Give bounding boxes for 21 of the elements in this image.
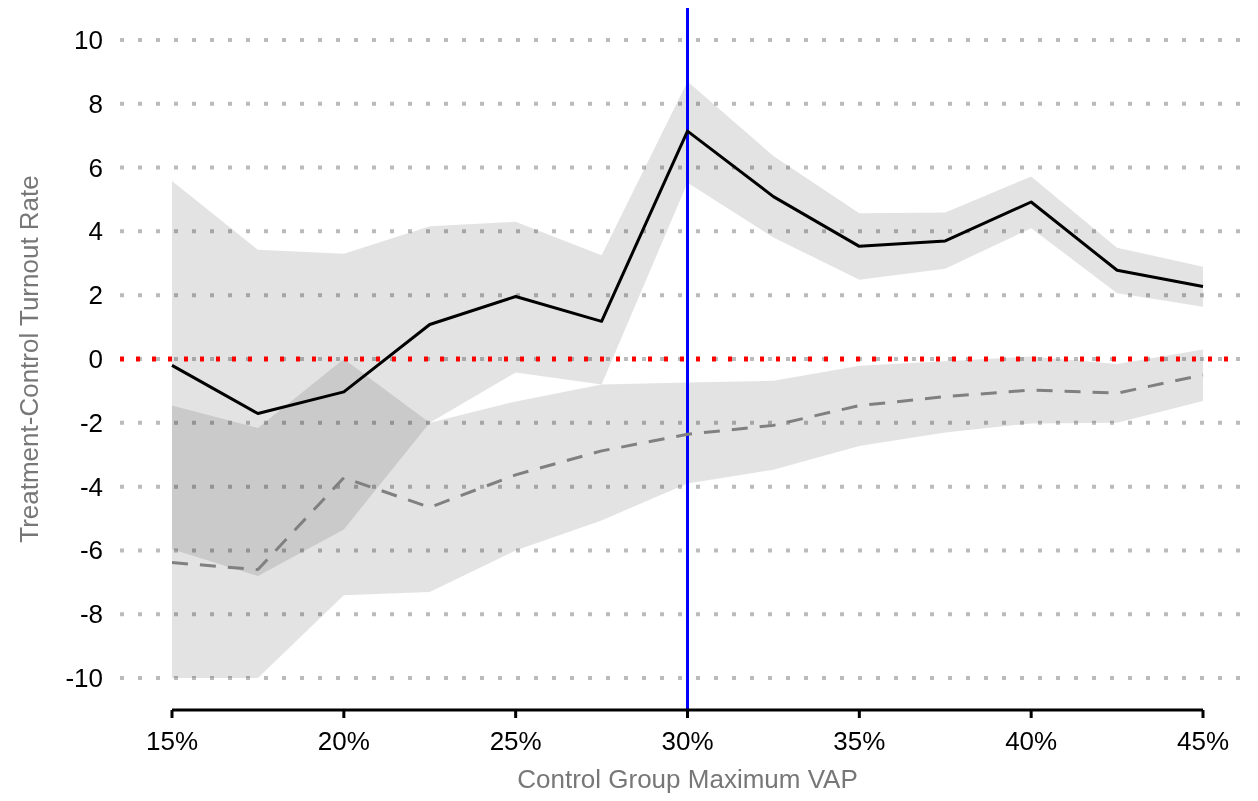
y-tick-label: -8 — [79, 599, 103, 630]
x-tick-label: 30% — [661, 726, 714, 756]
x-tick-label: 35% — [833, 726, 886, 756]
x-tick-label: 40% — [1005, 726, 1058, 756]
line-series — [170, 129, 1205, 416]
x-tick-label: 20% — [317, 726, 370, 756]
y-tick-label: 10 — [74, 24, 103, 55]
y-tick-label: -4 — [79, 471, 103, 502]
y-tick-label: -10 — [65, 663, 103, 694]
x-tick-label: 25% — [489, 726, 542, 756]
y-tick-label: -2 — [79, 407, 103, 438]
y-tick-label: 8 — [88, 88, 103, 119]
y-tick-label: 2 — [88, 280, 103, 311]
y-tick-label: 4 — [88, 216, 103, 247]
x-tick-label: 15% — [145, 726, 199, 756]
y-axis-title: Treatment-Control Turnout Rate — [14, 175, 44, 543]
y-tick-label: 6 — [88, 152, 103, 183]
y-tick-label: 0 — [88, 344, 103, 374]
x-tick-label: 45% — [1176, 726, 1230, 756]
x-axis-title: Control Group Maximum VAP — [517, 764, 858, 794]
y-tick-label: -6 — [79, 535, 103, 566]
